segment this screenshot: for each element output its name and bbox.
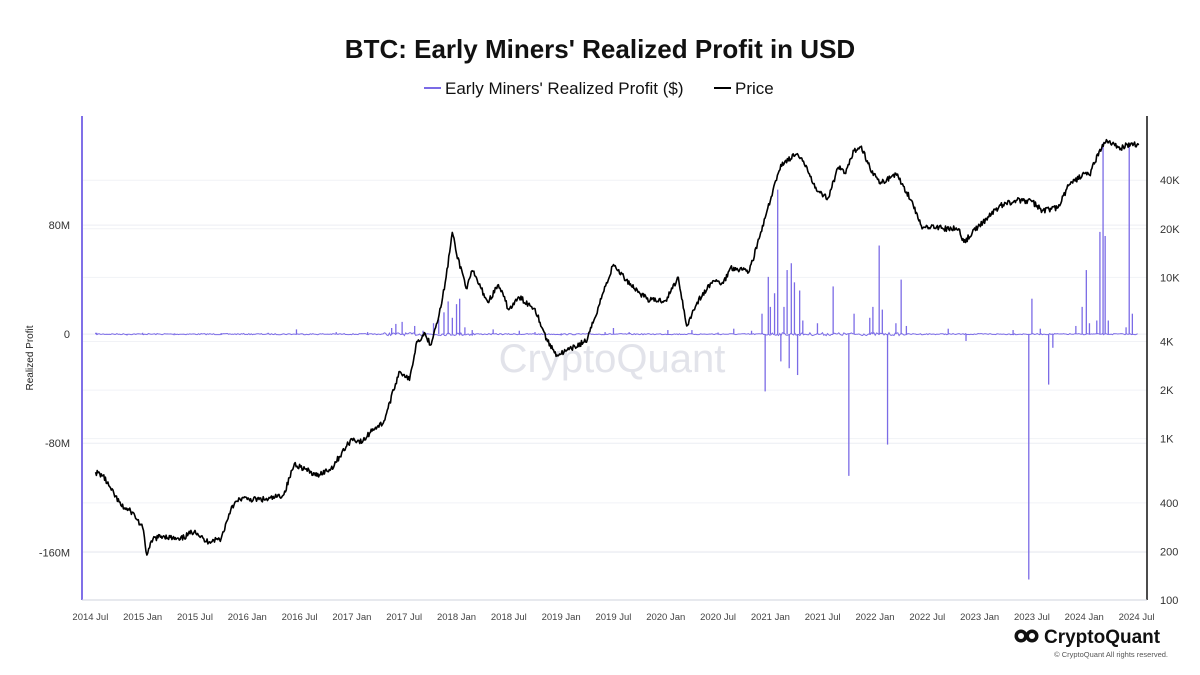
y-left-tick-label: 80M	[49, 220, 70, 232]
x-tick-label: 2020 Jan	[646, 612, 685, 623]
x-tick-label: 2019 Jan	[542, 612, 581, 623]
chart-title: BTC: Early Miners' Realized Profit in US…	[345, 34, 855, 64]
x-tick-label: 2020 Jul	[700, 612, 736, 623]
legend[interactable]: Early Miners' Realized Profit ($) Price	[424, 79, 774, 98]
y-right-tick-label: 20K	[1160, 224, 1180, 236]
x-tick-label: 2023 Jan	[960, 612, 999, 623]
watermark: CryptoQuant	[499, 337, 726, 381]
y-right-tick-label: 1K	[1160, 434, 1174, 446]
y-right-tick-label: 10K	[1160, 272, 1180, 284]
price-series-line	[94, 138, 1140, 556]
x-tick-label: 2016 Jul	[282, 612, 318, 623]
x-tick-label: 2014 Jul	[72, 612, 108, 623]
x-tick-label: 2021 Jul	[805, 612, 841, 623]
x-tick-label: 2023 Jul	[1014, 612, 1050, 623]
x-tick-label: 2018 Jan	[437, 612, 476, 623]
y-right-tick-label: 100	[1160, 595, 1178, 607]
x-tick-label: 2024 Jan	[1065, 612, 1104, 623]
y-right-tick-label: 4K	[1160, 337, 1174, 349]
x-tick-label: 2022 Jul	[909, 612, 945, 623]
left-axis-ticks: 80M 0 -80M -160M	[39, 220, 70, 559]
x-tick-label: 2024 Jul	[1119, 612, 1155, 623]
y-axis-label: Realized Profit	[25, 325, 36, 390]
x-tick-label: 2022 Jan	[855, 612, 894, 623]
x-tick-label: 2017 Jul	[386, 612, 422, 623]
cryptoquant-logo: CryptoQuant	[1014, 627, 1161, 648]
x-tick-label: 2017 Jan	[332, 612, 371, 623]
x-tick-label: 2019 Jul	[595, 612, 631, 623]
x-axis-ticks: 2014 Jul 2015 Jan 2015 Jul 2016 Jan 2016 Jul…	[72, 612, 1154, 623]
footer-brand: CryptoQuant	[1044, 627, 1161, 648]
y-left-tick-label: -80M	[45, 438, 70, 450]
y-right-tick-label: 2K	[1160, 385, 1174, 397]
profit-series	[95, 143, 1138, 580]
legend-profit-label[interactable]: Early Miners' Realized Profit ($)	[445, 79, 683, 98]
gridlines	[82, 179, 1147, 601]
footer-copyright: © CryptoQuant All rights reserved.	[1054, 650, 1168, 659]
y-right-tick-label: 200	[1160, 546, 1178, 558]
right-axis-ticks: 40K 20K 10K 4K 2K 1K 400 200 100	[1160, 175, 1180, 607]
x-tick-label: 2021 Jan	[751, 612, 790, 623]
x-tick-label: 2015 Jul	[177, 612, 213, 623]
x-tick-label: 2018 Jul	[491, 612, 527, 623]
y-left-tick-label: -160M	[39, 547, 70, 559]
y-right-tick-label: 400	[1160, 498, 1178, 510]
x-tick-label: 2015 Jan	[123, 612, 162, 623]
y-right-tick-label: 40K	[1160, 175, 1180, 187]
x-tick-label: 2016 Jan	[228, 612, 267, 623]
legend-price-label[interactable]: Price	[735, 79, 774, 98]
y-left-tick-label: 0	[64, 329, 70, 341]
